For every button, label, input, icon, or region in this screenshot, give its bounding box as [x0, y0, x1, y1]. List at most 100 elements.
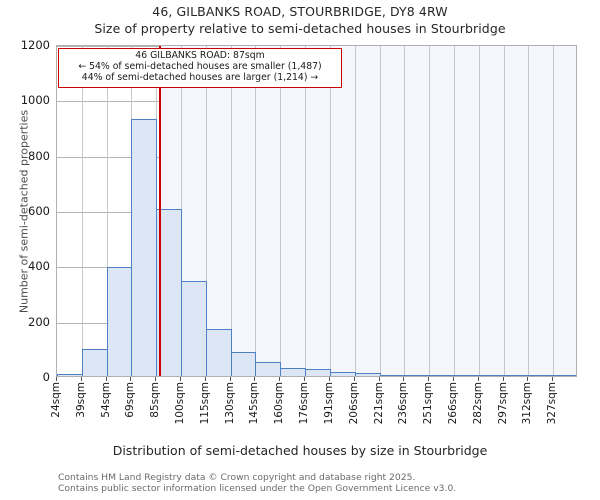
- annotation-line-2: ← 54% of semi-detached houses are smalle…: [78, 60, 322, 72]
- x-tick-mark: [353, 377, 355, 381]
- histogram-bar: [305, 369, 331, 376]
- histogram-bar: [404, 374, 431, 376]
- x-tick-label: 145sqm: [248, 382, 261, 425]
- x-tick-label: 115sqm: [198, 382, 211, 425]
- histogram-bar: [57, 373, 83, 376]
- x-tick-mark: [80, 377, 82, 381]
- gridline-vertical: [404, 46, 406, 376]
- histogram-bar: [106, 267, 133, 376]
- x-tick-label: 130sqm: [223, 382, 236, 425]
- y-tick-label: 800: [28, 148, 50, 163]
- y-axis-label: Number of semi-detached properties: [17, 109, 31, 314]
- gridline-vertical: [379, 46, 381, 376]
- y-tick-label: 0: [42, 370, 50, 384]
- x-tick-mark: [552, 377, 554, 381]
- x-tick-label: 206sqm: [347, 382, 360, 425]
- histogram-bar: [255, 361, 282, 376]
- x-tick-mark: [56, 377, 57, 381]
- histogram-bar: [553, 374, 576, 376]
- x-tick-mark: [452, 377, 454, 381]
- x-tick-label: 191sqm: [322, 382, 335, 425]
- annotation-line-3: 44% of semi-detached houses are larger (…: [81, 71, 319, 83]
- x-tick-mark: [527, 377, 529, 381]
- histogram-bar: [354, 373, 381, 376]
- x-tick-label: 312sqm: [521, 382, 534, 425]
- x-tick-mark: [403, 377, 405, 381]
- gridline-vertical: [429, 46, 431, 376]
- plot-area: [56, 45, 577, 377]
- x-tick-label: 69sqm: [124, 382, 137, 418]
- histogram-bar: [230, 351, 257, 376]
- histogram-bar: [453, 374, 480, 376]
- gridline-vertical: [305, 46, 307, 376]
- x-tick-mark: [180, 377, 182, 381]
- gridline-vertical: [453, 46, 455, 376]
- gridline-vertical: [528, 46, 530, 376]
- gridline-vertical: [255, 46, 257, 376]
- y-tick-label: 200: [28, 314, 50, 329]
- histogram-bar: [205, 328, 232, 376]
- histogram-bar: [81, 349, 108, 376]
- histogram-bar: [379, 374, 406, 376]
- page-title: 46, GILBANKS ROAD, STOURBRIDGE, DY8 4RW: [152, 4, 448, 19]
- footer-line-2: Contains public sector information licen…: [58, 483, 457, 494]
- histogram-bar: [528, 374, 555, 376]
- y-tick-label: 1000: [20, 93, 50, 108]
- gridline-vertical: [329, 46, 331, 376]
- x-tick-label: 54sqm: [99, 382, 112, 418]
- y-axis-ticks: 0 200 400 600 800 1000 1200: [8, 0, 50, 500]
- histogram-bar: [429, 374, 455, 376]
- y-tick-label: 1200: [20, 38, 50, 52]
- x-tick-label: 160sqm: [273, 382, 286, 425]
- y-tick-label: 400: [28, 259, 50, 274]
- x-tick-label: 327sqm: [546, 382, 559, 425]
- y-tick-label: 600: [28, 204, 50, 218]
- footer-line-1: Contains HM Land Registry data © Crown c…: [58, 472, 416, 483]
- histogram-bar: [181, 281, 207, 376]
- annotation-line-1: 46 GILBANKS ROAD: 87sqm: [135, 50, 265, 61]
- x-tick-mark: [229, 377, 231, 381]
- x-tick-label: 100sqm: [174, 382, 187, 425]
- gridline-vertical: [81, 46, 83, 376]
- x-tick-mark: [428, 377, 430, 381]
- gridline-vertical: [230, 46, 232, 376]
- x-tick-label: 282sqm: [471, 382, 484, 425]
- gridline-vertical: [503, 46, 505, 376]
- gridline-vertical: [205, 46, 207, 376]
- x-tick-label: 85sqm: [149, 382, 162, 418]
- x-tick-mark: [155, 377, 157, 381]
- x-tick-mark: [105, 377, 107, 381]
- x-tick-mark: [328, 377, 330, 381]
- larger-properties-shading: [159, 46, 576, 376]
- x-tick-mark: [304, 377, 306, 381]
- x-axis-label: Distribution of semi-detached houses by …: [112, 443, 488, 458]
- x-tick-mark: [378, 377, 380, 381]
- histogram-bar: [478, 374, 505, 376]
- x-tick-mark: [204, 377, 206, 381]
- x-tick-mark: [502, 377, 504, 381]
- gridline-vertical: [354, 46, 356, 376]
- x-tick-label: 221sqm: [372, 382, 385, 425]
- x-tick-mark: [279, 377, 281, 381]
- gridline-vertical: [553, 46, 555, 376]
- gridline-vertical: [280, 46, 282, 376]
- gridline-vertical: [106, 46, 108, 376]
- x-tick-mark: [254, 377, 256, 381]
- x-tick-label: 297sqm: [496, 382, 509, 425]
- histogram-bar: [503, 374, 530, 376]
- x-tick-label: 39sqm: [74, 382, 87, 418]
- x-tick-label: 266sqm: [446, 382, 459, 425]
- histogram-bar: [131, 119, 158, 376]
- x-tick-label: 236sqm: [397, 382, 410, 425]
- gridline-vertical: [478, 46, 480, 376]
- x-tick-mark: [477, 377, 479, 381]
- page-subtitle: Size of property relative to semi-detach…: [94, 21, 506, 36]
- x-tick-mark: [130, 377, 132, 381]
- histogram-bar: [280, 367, 307, 376]
- property-size-marker-line: [159, 46, 162, 376]
- histogram-bar: [329, 372, 356, 376]
- property-annotation-box: 46 GILBANKS ROAD: 87sqm ← 54% of semi-de…: [58, 48, 342, 88]
- x-tick-label: 176sqm: [298, 382, 311, 425]
- x-tick-label: 251sqm: [422, 382, 435, 425]
